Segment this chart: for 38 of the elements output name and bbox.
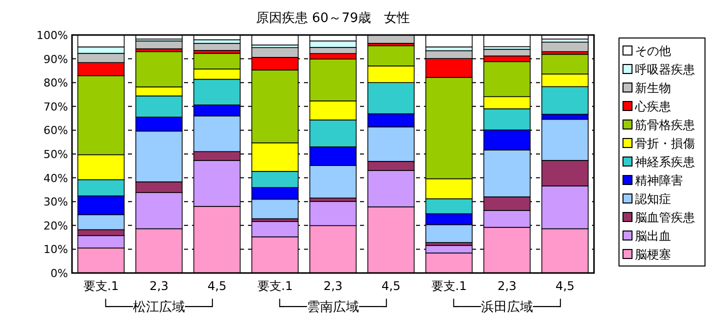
y-tick-label: 100% <box>36 29 68 42</box>
y-tick-label: 40% <box>44 172 68 185</box>
legend-label: 骨折・損傷 <box>635 136 695 150</box>
x-tick-label: 4,5 <box>381 279 401 293</box>
bar <box>541 42 589 52</box>
legend-label: 呼吸器疾患 <box>635 62 695 76</box>
x-tick-label: 2,3 <box>323 279 343 293</box>
y-tick-label: 60% <box>44 124 68 138</box>
x-tick-label: 要支.1 <box>257 279 293 293</box>
x-tick-label: 2,3 <box>497 279 517 293</box>
y-tick-label: 20% <box>44 219 68 232</box>
bar <box>193 42 241 51</box>
legend-label: 神経系疾患 <box>635 155 695 169</box>
text: └───松江広域───┘ <box>102 298 216 315</box>
legend-label: 心疾患 <box>634 100 671 114</box>
chart-title: 原因疾患 60～79歳 女性 <box>256 11 410 26</box>
text: └───浜田広域───┘ <box>450 298 564 315</box>
y-tick-label: 70% <box>44 100 68 114</box>
y-tick-label: 30% <box>44 196 68 209</box>
legend-label: 新生物 <box>635 81 671 95</box>
legend-label: 脳出血 <box>635 229 671 243</box>
legend-label: その他 <box>635 44 671 58</box>
legend-label: 脳梗塞 <box>635 248 671 262</box>
x-tick-label: 2,3 <box>149 279 169 293</box>
legend-label: 筋骨格疾患 <box>635 118 695 132</box>
legend-label: 認知症 <box>635 192 671 206</box>
y-tick-label: 50% <box>44 148 68 161</box>
y-tick-label: 80% <box>44 76 68 90</box>
text: └───雲南広域───┘ <box>276 298 390 315</box>
x-tick-label: 4,5 <box>207 279 227 293</box>
x-tick-label: 要支.1 <box>83 279 119 293</box>
x-tick-label: 要支.1 <box>431 279 467 293</box>
y-tick-label: 0% <box>50 267 68 280</box>
legend-label: 脳血管疾患 <box>635 210 695 224</box>
y-tick-label: 90% <box>44 52 68 66</box>
x-tick-label: 4,5 <box>555 279 575 293</box>
y-tick-label: 10% <box>44 243 68 256</box>
legend-label: 精神障害 <box>635 174 683 188</box>
